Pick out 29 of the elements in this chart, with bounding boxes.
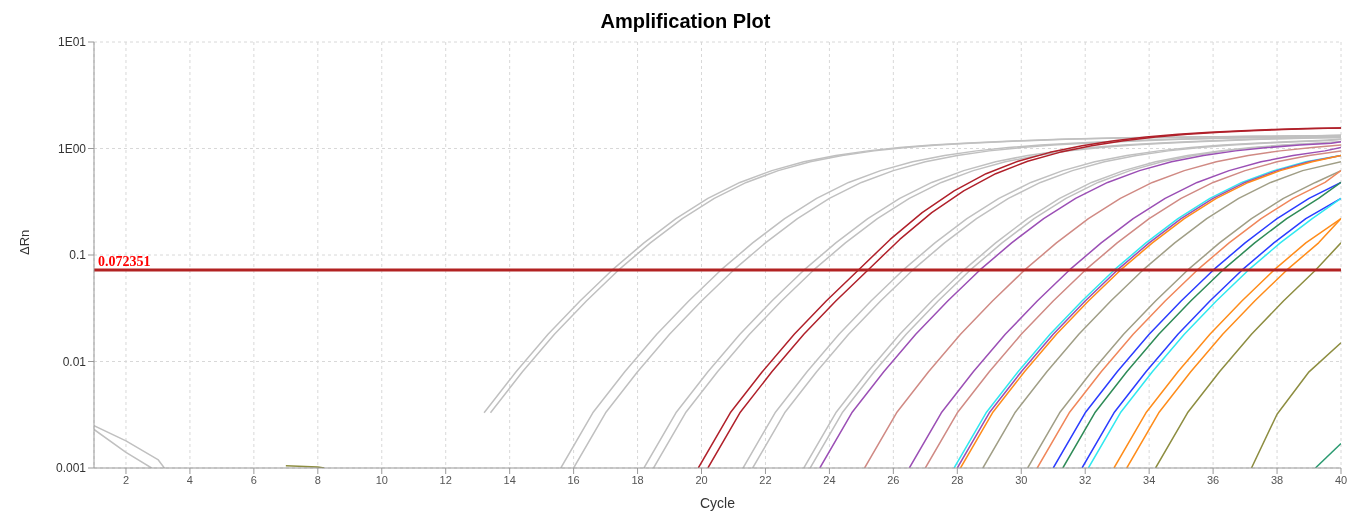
x-tick-label: 22 [759,473,772,486]
x-tick-label: 12 [439,473,452,486]
x-tick-label: 28 [951,473,964,486]
y-tick-label: 0.001 [55,461,87,476]
x-tick-label: 2 [122,473,130,486]
x-tick-label: 38 [1270,473,1284,486]
x-tick-label: 24 [823,473,836,486]
x-tick-label: 32 [1079,473,1092,486]
x-tick-label: 20 [695,473,708,486]
y-tick-label: 0.01 [62,354,87,369]
x-tick-label: 18 [631,473,644,486]
x-tick-label: 34 [1143,473,1156,486]
x-tick-label: 8 [314,473,321,486]
x-tick-label: 30 [1015,473,1028,486]
y-tick-label: 0.1 [69,248,87,263]
x-tick-label: 40 [1334,473,1348,486]
x-tick-label: 14 [503,473,516,486]
ref-line-label: 0.072351 [98,253,151,269]
x-tick-label: 16 [567,473,580,486]
x-tick-label: 4 [186,473,193,486]
y-axis-title: ΔRn [16,229,32,255]
x-tick-label: 36 [1206,473,1220,486]
x-axis-title: Cycle [699,495,736,511]
x-tick-label: 6 [250,473,257,486]
x-tick-label: 10 [375,473,388,486]
x-tick-label: 26 [887,473,900,486]
y-tick-label: 1E00 [57,141,87,156]
y-tick-label: 1E01 [57,35,87,50]
chart-title: Amplification Plot [599,9,772,34]
